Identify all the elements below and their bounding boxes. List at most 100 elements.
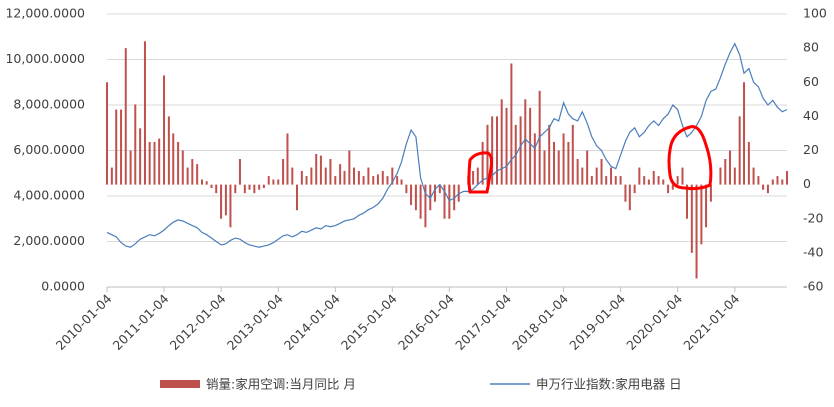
bar bbox=[291, 167, 294, 185]
bar bbox=[610, 167, 613, 185]
y-tick-label: 10,000.0000 bbox=[5, 51, 85, 66]
bar bbox=[315, 153, 318, 185]
bar bbox=[163, 75, 166, 185]
bar bbox=[262, 184, 265, 189]
bar bbox=[681, 167, 684, 185]
bar bbox=[243, 184, 246, 194]
bar bbox=[115, 109, 118, 185]
bar bbox=[224, 184, 227, 216]
bar bbox=[248, 184, 251, 190]
bar bbox=[743, 82, 746, 185]
bar bbox=[686, 184, 688, 219]
legend-label: 销量:家用空调:当月同比 月 bbox=[206, 377, 356, 392]
bar bbox=[724, 159, 727, 185]
bar bbox=[662, 179, 665, 185]
bar bbox=[524, 99, 527, 185]
bar bbox=[571, 124, 574, 185]
bar bbox=[110, 167, 113, 185]
x-tick-label: 2015-01-04 bbox=[338, 291, 400, 353]
bar bbox=[605, 176, 608, 185]
bar bbox=[134, 104, 137, 185]
bar bbox=[277, 179, 280, 185]
x-tick-label: 2018-01-04 bbox=[509, 291, 571, 353]
annotation-circle bbox=[667, 125, 713, 191]
bar bbox=[267, 176, 270, 185]
bar bbox=[253, 184, 256, 194]
bar bbox=[196, 164, 199, 185]
bar bbox=[181, 150, 184, 185]
bar bbox=[329, 159, 332, 185]
y2-tick-label: -60 bbox=[803, 279, 823, 294]
y2-tick-label: 100 bbox=[803, 6, 827, 21]
bar bbox=[491, 116, 494, 185]
bar bbox=[405, 184, 408, 194]
bar bbox=[781, 179, 784, 185]
bar bbox=[638, 167, 641, 185]
bar bbox=[657, 176, 660, 185]
bar bbox=[557, 150, 560, 185]
bar bbox=[191, 159, 194, 185]
bar bbox=[282, 159, 285, 185]
bar bbox=[624, 184, 627, 202]
bar bbox=[652, 170, 655, 185]
y2-tick-label: 60 bbox=[803, 74, 819, 89]
x-tick-label: 2017-01-04 bbox=[452, 291, 514, 353]
y-tick-label: 6,000.0000 bbox=[13, 142, 85, 157]
bar bbox=[186, 167, 189, 185]
bar bbox=[752, 167, 755, 185]
bar bbox=[766, 184, 769, 194]
bar bbox=[381, 170, 384, 185]
bar bbox=[705, 184, 708, 228]
y2-tick-label: 80 bbox=[803, 40, 819, 55]
bar bbox=[500, 99, 503, 185]
bar bbox=[210, 184, 213, 189]
y2-tick-label: 20 bbox=[803, 142, 819, 157]
bar bbox=[510, 63, 513, 185]
bar bbox=[505, 107, 508, 185]
y-tick-label: 4,000.0000 bbox=[13, 188, 85, 203]
bar bbox=[438, 184, 441, 194]
bar bbox=[353, 167, 356, 185]
bar bbox=[234, 184, 237, 194]
x-tick-label: 2016-01-04 bbox=[395, 291, 457, 353]
y2-tick-label: -20 bbox=[803, 210, 823, 225]
bar bbox=[172, 133, 175, 185]
bar bbox=[700, 184, 703, 245]
bar bbox=[757, 176, 760, 185]
bar bbox=[419, 184, 422, 219]
bar bbox=[201, 179, 203, 185]
legend-label: 申万行业指数:家用电器 日 bbox=[536, 377, 682, 392]
bar bbox=[343, 170, 346, 185]
bar bbox=[357, 170, 360, 185]
bar bbox=[738, 116, 741, 185]
bar bbox=[486, 124, 489, 185]
bar bbox=[129, 150, 132, 185]
bar bbox=[414, 184, 417, 211]
bar bbox=[148, 141, 151, 185]
bar bbox=[529, 107, 532, 185]
bar bbox=[424, 184, 427, 228]
bar bbox=[433, 184, 436, 202]
bar bbox=[590, 176, 593, 185]
y-tick-label: 12,000.0000 bbox=[5, 6, 85, 21]
plot bbox=[106, 13, 788, 292]
bar bbox=[581, 167, 584, 185]
y-tick-label: 0.0000 bbox=[41, 279, 85, 294]
bar bbox=[348, 150, 351, 185]
bar bbox=[762, 184, 765, 190]
bar bbox=[106, 82, 108, 185]
bar bbox=[143, 41, 146, 185]
bar bbox=[391, 167, 394, 185]
x-tick-label: 2011-01-04 bbox=[110, 291, 172, 353]
bar bbox=[396, 176, 399, 185]
bar bbox=[747, 141, 750, 185]
bar bbox=[733, 167, 736, 185]
x-tick-label: 2021-01-04 bbox=[680, 291, 742, 353]
bar bbox=[548, 124, 551, 185]
bar bbox=[300, 170, 303, 185]
annotation-circles bbox=[467, 125, 713, 194]
bar bbox=[334, 176, 337, 185]
bar bbox=[600, 159, 603, 185]
bar bbox=[153, 141, 156, 185]
